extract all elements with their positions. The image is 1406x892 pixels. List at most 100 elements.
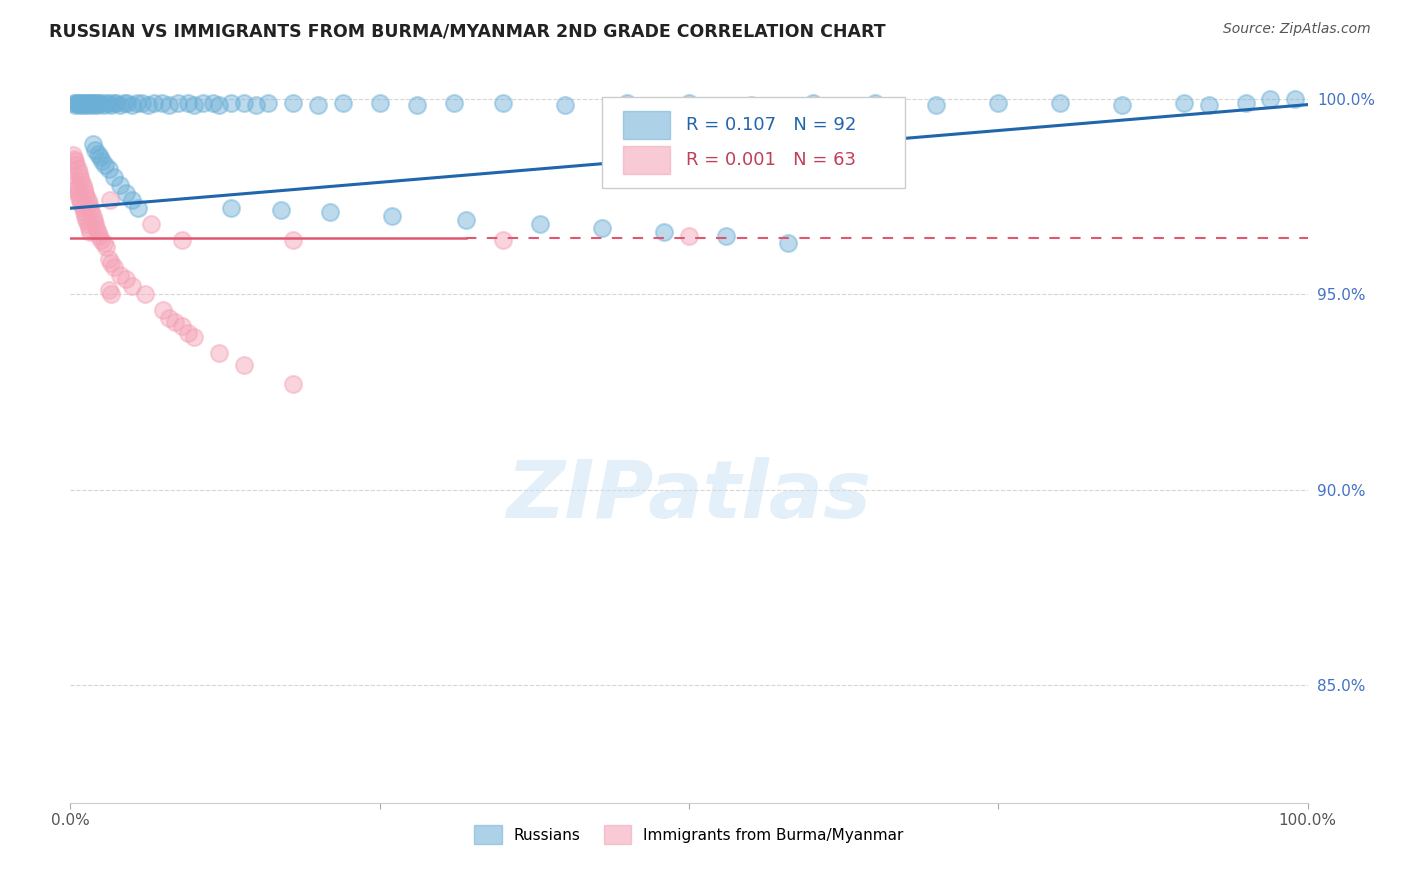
Point — [79, 225, 101, 239]
Point — [86, 146, 108, 161]
Point — [529, 217, 551, 231]
Point — [65, 97, 87, 112]
Point — [270, 203, 292, 218]
Point — [801, 95, 824, 110]
Point — [183, 330, 205, 344]
Point — [150, 96, 173, 111]
Point — [368, 96, 391, 111]
Point — [987, 95, 1010, 110]
Point — [554, 97, 576, 112]
Point — [616, 95, 638, 110]
Point — [67, 189, 90, 203]
Point — [134, 287, 156, 301]
Point — [84, 143, 107, 157]
Point — [863, 96, 886, 111]
Point — [63, 153, 86, 167]
Point — [66, 186, 89, 200]
Point — [84, 220, 107, 235]
Point — [69, 194, 91, 208]
Text: R = 0.107   N = 92: R = 0.107 N = 92 — [686, 116, 856, 134]
Text: ZIPatlas: ZIPatlas — [506, 457, 872, 534]
Point — [96, 240, 118, 254]
Point — [208, 97, 231, 112]
Point — [143, 95, 166, 110]
Point — [108, 268, 131, 282]
Point — [232, 358, 254, 372]
Point — [100, 256, 122, 270]
Point — [115, 186, 138, 200]
Point — [281, 233, 304, 247]
Point — [77, 96, 100, 111]
Point — [82, 209, 104, 223]
Point — [131, 96, 153, 111]
Point — [94, 158, 117, 172]
Point — [108, 97, 131, 112]
Point — [70, 174, 93, 188]
Point — [740, 97, 762, 112]
Point — [86, 97, 108, 112]
Point — [115, 271, 138, 285]
Point — [80, 95, 103, 110]
Point — [121, 279, 143, 293]
Point — [183, 97, 205, 112]
Point — [73, 205, 96, 219]
Point — [96, 95, 118, 110]
Point — [66, 162, 89, 177]
Point — [82, 136, 104, 151]
Point — [72, 178, 94, 192]
FancyBboxPatch shape — [602, 97, 905, 188]
Point — [121, 194, 143, 208]
Point — [63, 176, 86, 190]
Point — [443, 95, 465, 110]
Point — [307, 97, 329, 112]
Point — [281, 96, 304, 111]
Point — [103, 95, 125, 110]
Point — [75, 186, 97, 200]
Point — [103, 169, 125, 184]
Point — [65, 178, 87, 192]
Point — [652, 225, 675, 239]
Point — [87, 228, 110, 243]
Point — [65, 182, 87, 196]
Point — [136, 97, 159, 112]
Point — [776, 236, 799, 251]
Point — [65, 154, 87, 169]
Point — [67, 97, 90, 112]
Point — [714, 228, 737, 243]
Point — [167, 95, 190, 110]
Point — [170, 318, 193, 333]
Point — [97, 162, 120, 177]
Point — [87, 95, 110, 110]
Point — [1284, 92, 1306, 106]
Point — [121, 97, 143, 112]
Point — [105, 96, 128, 111]
Point — [201, 96, 224, 111]
Point — [405, 97, 427, 112]
Point — [76, 95, 98, 110]
Point — [678, 228, 700, 243]
Point — [152, 302, 174, 317]
Point — [219, 201, 242, 215]
Point — [90, 96, 112, 111]
Point — [70, 197, 93, 211]
Point — [72, 97, 94, 112]
Point — [67, 166, 90, 180]
Point — [69, 169, 91, 184]
Point — [232, 96, 254, 111]
Point — [82, 96, 104, 111]
Point — [77, 220, 100, 235]
Point — [678, 96, 700, 111]
Point — [80, 205, 103, 219]
Point — [69, 95, 91, 110]
Point — [319, 205, 342, 219]
Point — [75, 189, 97, 203]
Point — [63, 95, 86, 110]
Point — [93, 236, 115, 251]
Point — [208, 346, 231, 360]
Point — [75, 209, 97, 223]
Point — [245, 97, 267, 112]
Point — [83, 213, 105, 227]
Point — [115, 96, 138, 111]
Point — [93, 97, 115, 112]
Point — [79, 201, 101, 215]
